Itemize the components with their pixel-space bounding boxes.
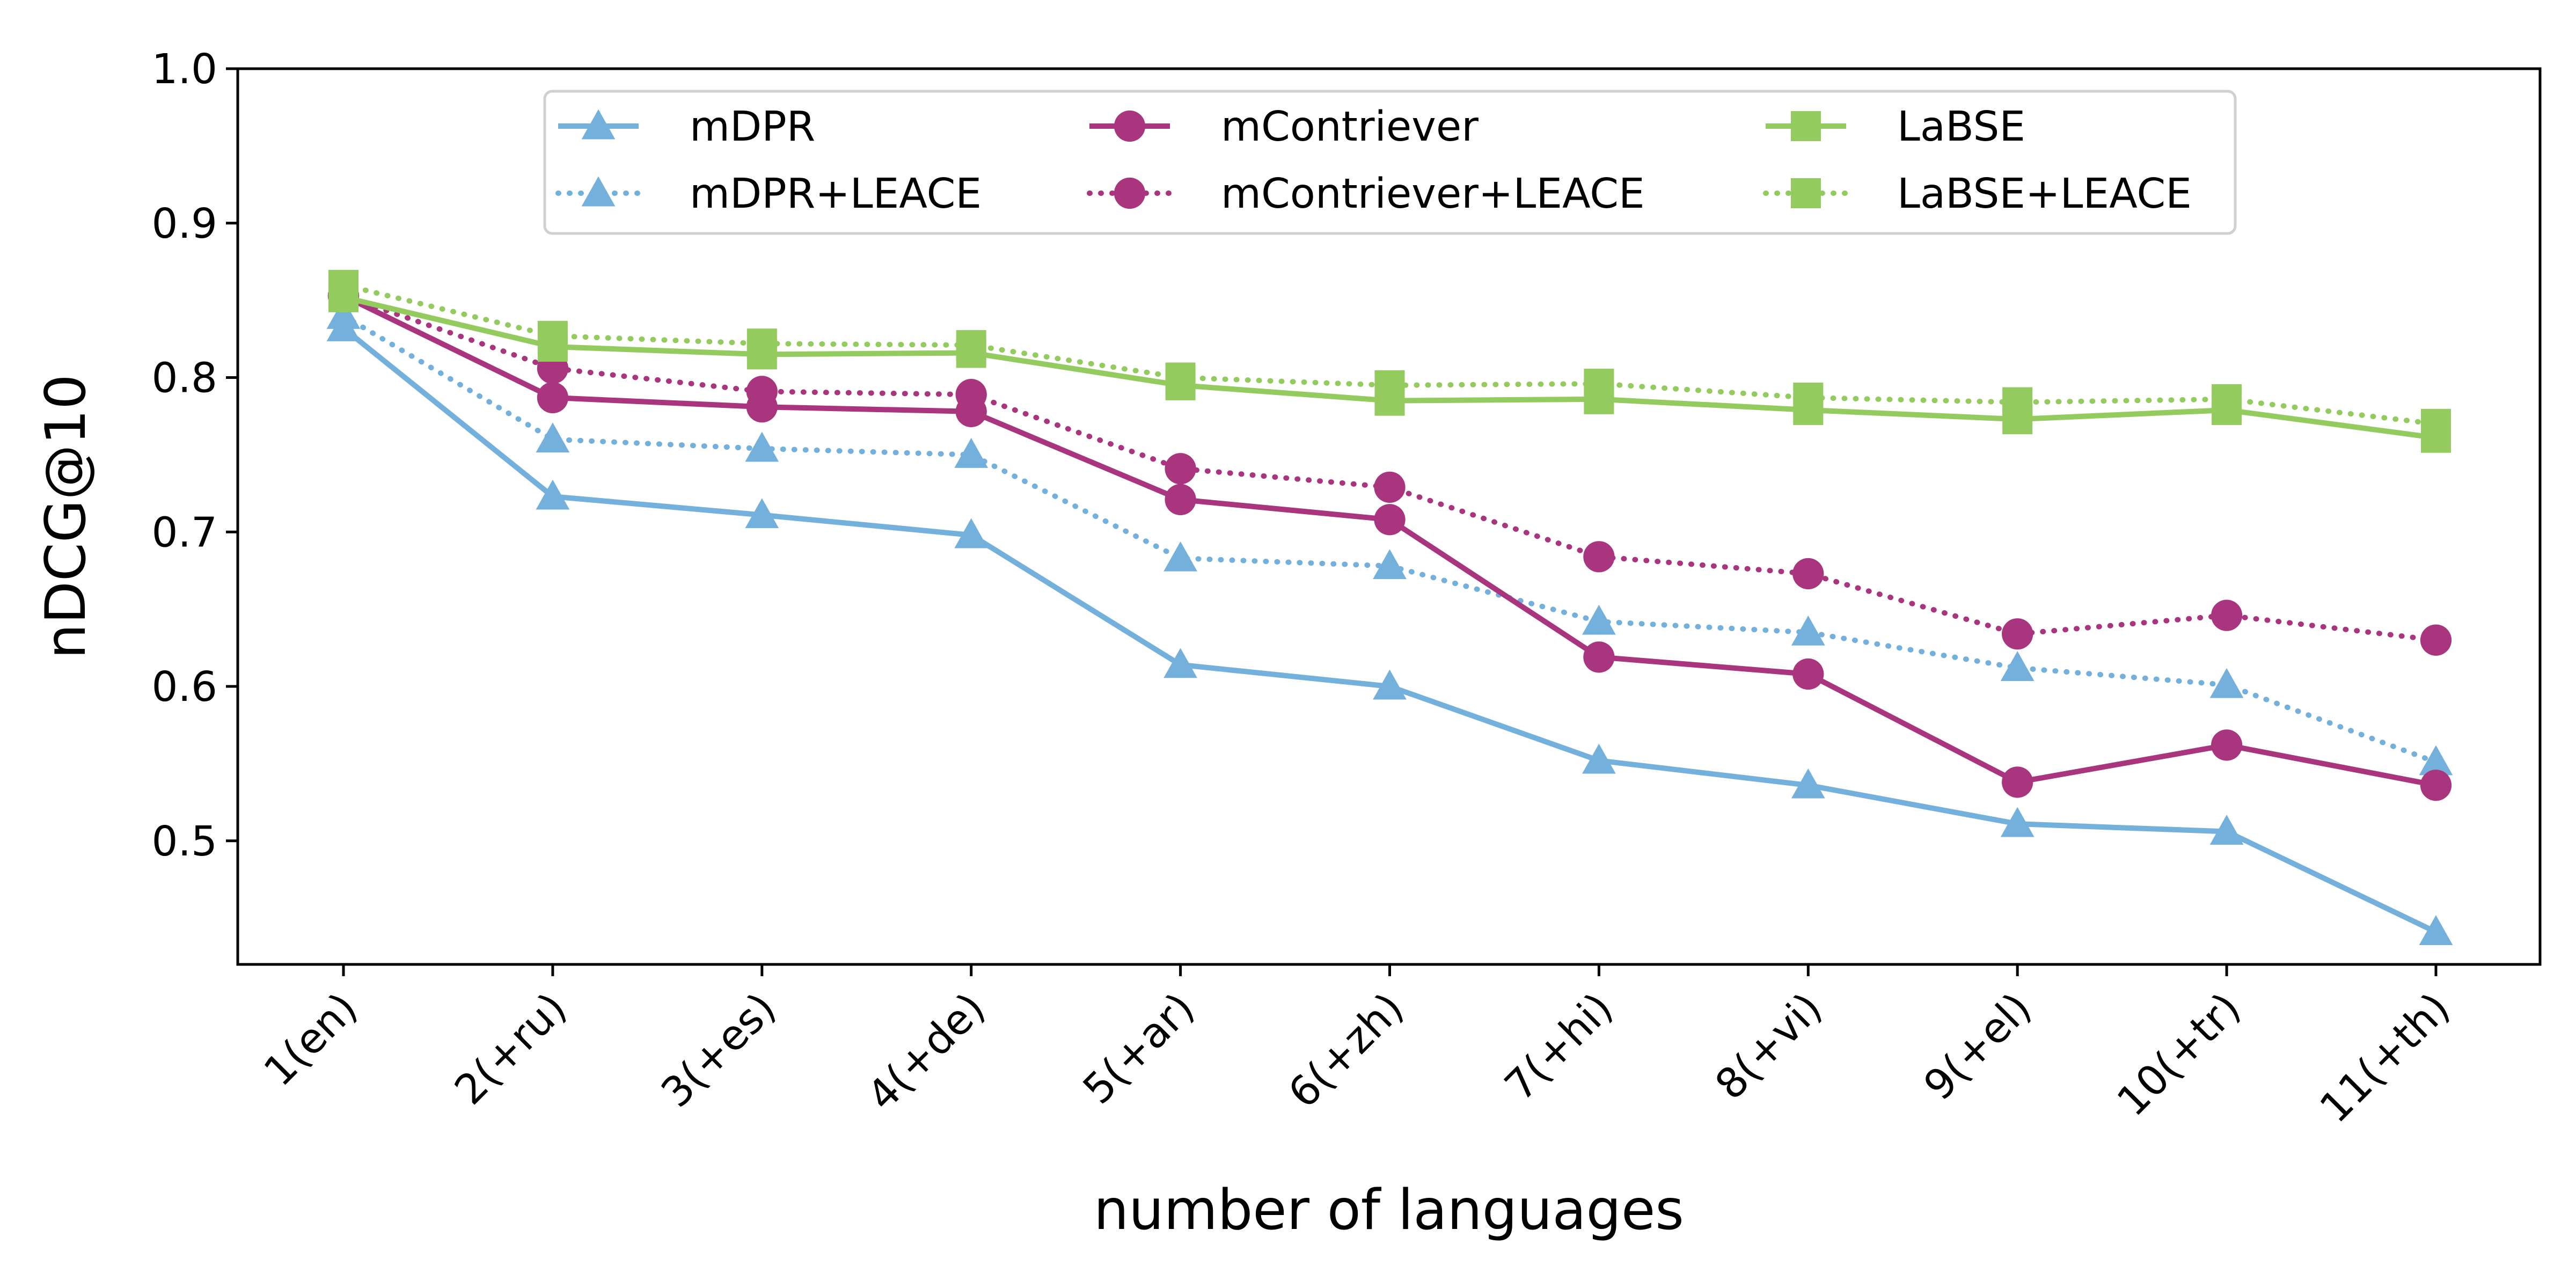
legend-label: mDPR	[690, 103, 815, 151]
data-point	[2211, 599, 2243, 631]
data-point	[1163, 541, 1197, 572]
legend-marker	[581, 176, 616, 207]
y-tick-label: 0.8	[152, 355, 217, 402]
data-point	[747, 328, 777, 359]
data-point	[1373, 669, 1407, 700]
data-point	[1374, 504, 1406, 536]
data-point	[2002, 387, 2033, 418]
data-point	[2212, 384, 2242, 414]
y-tick-label: 1.0	[152, 46, 217, 93]
y-tick-label: 0.5	[152, 818, 217, 866]
data-point	[328, 269, 358, 300]
data-point	[1791, 615, 1825, 646]
data-point	[1165, 484, 1196, 515]
legend-label: mContriever+LEACE	[1221, 170, 1645, 218]
data-point	[1792, 558, 1824, 590]
data-point	[2421, 408, 2451, 439]
data-point	[2420, 770, 2452, 801]
legend-marker	[1791, 111, 1821, 141]
data-point	[1165, 453, 1196, 485]
y-tick-label: 0.7	[152, 509, 217, 557]
legend-marker	[1114, 177, 1146, 209]
data-point	[2209, 668, 2244, 698]
data-point	[1582, 604, 1616, 635]
data-point	[1792, 658, 1824, 690]
data-point	[536, 422, 570, 453]
data-point	[954, 438, 989, 468]
data-point	[2211, 729, 2243, 761]
y-axis: 0.5 0.6 0.7 0.8 0.9 1.0	[152, 46, 238, 866]
data-point	[1793, 382, 1824, 413]
series-mdpr	[326, 311, 2453, 946]
y-tick-label: 0.6	[152, 663, 217, 711]
data-point	[326, 299, 361, 329]
legend-item: mContriever	[1089, 103, 1479, 151]
data-point	[2420, 624, 2452, 656]
legend-item: LaBSE	[1766, 103, 2025, 151]
legend-label: LaBSE+LEACE	[1897, 170, 2192, 218]
data-point	[746, 376, 778, 407]
data-point	[1584, 369, 1614, 399]
legend-item: mDPR	[558, 103, 815, 151]
y-axis-title: nDCG@10	[34, 374, 98, 658]
data-point	[1374, 471, 1406, 503]
data-point	[745, 498, 779, 529]
legend-marker	[581, 109, 616, 140]
legend-marker	[1791, 178, 1821, 208]
data-point	[537, 320, 568, 351]
data-point	[2000, 651, 2035, 681]
data-point	[1583, 641, 1615, 673]
data-point	[536, 479, 570, 510]
data-point	[745, 431, 779, 462]
data-point	[1165, 362, 1196, 393]
data-point	[2000, 807, 2035, 837]
data-point	[1583, 541, 1615, 573]
data-point	[1791, 768, 1825, 799]
series-mdpr-leace	[326, 299, 2453, 775]
data-point	[2419, 915, 2453, 946]
data-point	[1582, 743, 1616, 774]
data-point	[1373, 549, 1407, 580]
legend: mDPR mDPR+LEACE mContriever mContriever+LEA…	[543, 90, 2237, 235]
data-point	[956, 330, 986, 361]
x-axis-title: number of languages	[1094, 1178, 1684, 1242]
data-point	[537, 382, 569, 414]
legend-item: LaBSE+LEACE	[1763, 170, 2192, 218]
data-point	[2419, 745, 2453, 775]
legend-label: mContriever	[1221, 103, 1479, 151]
data-point	[2209, 815, 2244, 845]
data-point	[954, 518, 989, 548]
legend-marker	[1114, 110, 1146, 142]
series-labse-leace	[328, 269, 2451, 439]
legend-label: mDPR+LEACE	[690, 170, 982, 218]
data-point	[1163, 648, 1197, 678]
data-point	[2002, 618, 2033, 650]
data-point	[955, 379, 987, 411]
legend-label: LaBSE	[1897, 103, 2025, 151]
legend-item: mContriever+LEACE	[1087, 170, 1645, 218]
data-point	[1374, 370, 1405, 400]
legend-item: mDPR+LEACE	[555, 170, 982, 218]
data-point	[2002, 766, 2033, 798]
series-layer	[326, 269, 2453, 946]
y-tick-label: 0.9	[152, 200, 217, 248]
